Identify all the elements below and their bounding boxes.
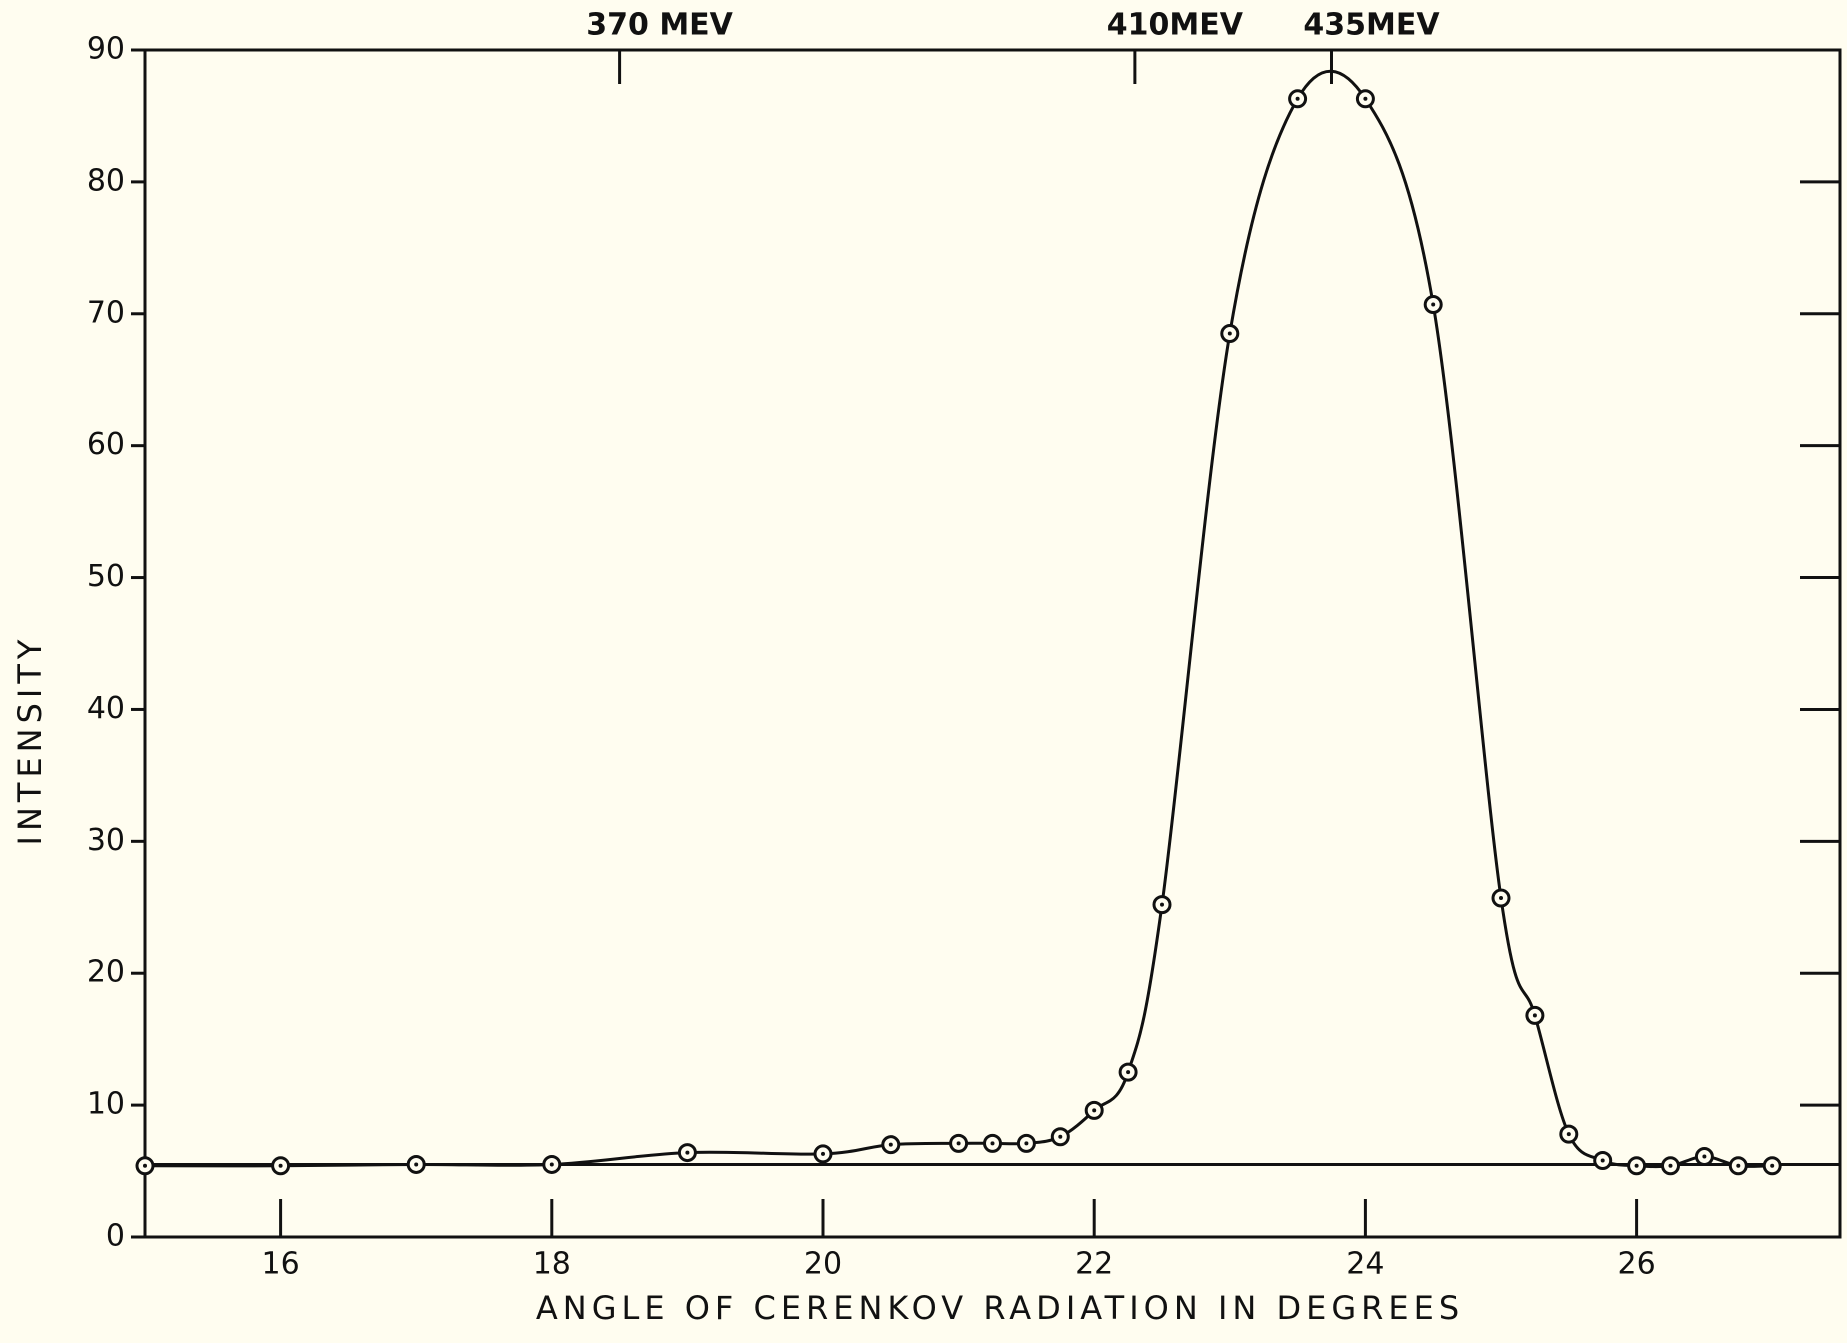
x-tick-label: 24 xyxy=(1346,1247,1384,1282)
data-point-center xyxy=(1431,302,1436,307)
data-point-center xyxy=(685,1150,690,1155)
data-point-center xyxy=(990,1141,995,1146)
y-tick-label: 80 xyxy=(87,163,125,198)
y-tick-label: 90 xyxy=(87,32,125,67)
fit-curve xyxy=(144,69,1773,1169)
data-point-center xyxy=(1566,1132,1571,1137)
data-point-center xyxy=(1126,1070,1131,1075)
annotation: 370 MEV xyxy=(586,8,733,43)
data-point-center xyxy=(549,1162,554,1167)
data-point-center xyxy=(1024,1141,1029,1146)
data-point-center xyxy=(1702,1154,1707,1159)
y-tick-label: 0 xyxy=(106,1219,125,1254)
data-point-center xyxy=(1532,1013,1537,1018)
data-point-center xyxy=(1295,96,1300,101)
data-point-center xyxy=(1092,1108,1097,1113)
plot-frame xyxy=(143,48,1842,1239)
data-point-center xyxy=(1634,1163,1639,1168)
data-point-center xyxy=(1770,1163,1775,1168)
data-point-center xyxy=(1363,96,1368,101)
y-tick-label: 50 xyxy=(87,559,125,594)
data-point-center xyxy=(1227,331,1232,336)
data-point-center xyxy=(1600,1158,1605,1163)
annotation: 410MEV xyxy=(1107,8,1244,43)
data-point-center xyxy=(1668,1163,1673,1168)
data-point-center xyxy=(956,1141,961,1146)
y-tick-label: 10 xyxy=(87,1087,125,1122)
data-point-center xyxy=(1499,896,1503,901)
data-point-center xyxy=(143,1163,147,1168)
x-tick-label: 16 xyxy=(262,1247,300,1282)
x-tick-label: 26 xyxy=(1618,1247,1656,1282)
data-point-center xyxy=(1736,1163,1741,1168)
y-tick-label: 70 xyxy=(87,295,125,330)
y-axis-label: INTENSITY xyxy=(11,635,49,846)
x-axis-label: ANGLE OF CERENKOV RADIATION IN DEGREES xyxy=(536,1289,1464,1327)
y-tick-label: 20 xyxy=(87,955,125,990)
annotation: 435MEV xyxy=(1303,8,1440,43)
y-tick-label: 40 xyxy=(87,691,125,726)
x-tick-label: 20 xyxy=(804,1247,842,1282)
x-tick-label: 22 xyxy=(1075,1247,1113,1282)
data-point-center xyxy=(821,1151,825,1156)
y-tick-label: 60 xyxy=(87,427,125,462)
y-tick-label: 30 xyxy=(87,823,125,858)
data-point-center xyxy=(278,1163,283,1168)
data-point-center xyxy=(414,1162,419,1167)
data-point-center xyxy=(888,1142,893,1147)
x-tick-label: 18 xyxy=(533,1247,571,1282)
data-point-center xyxy=(1058,1134,1063,1139)
data-point-center xyxy=(1160,902,1164,907)
